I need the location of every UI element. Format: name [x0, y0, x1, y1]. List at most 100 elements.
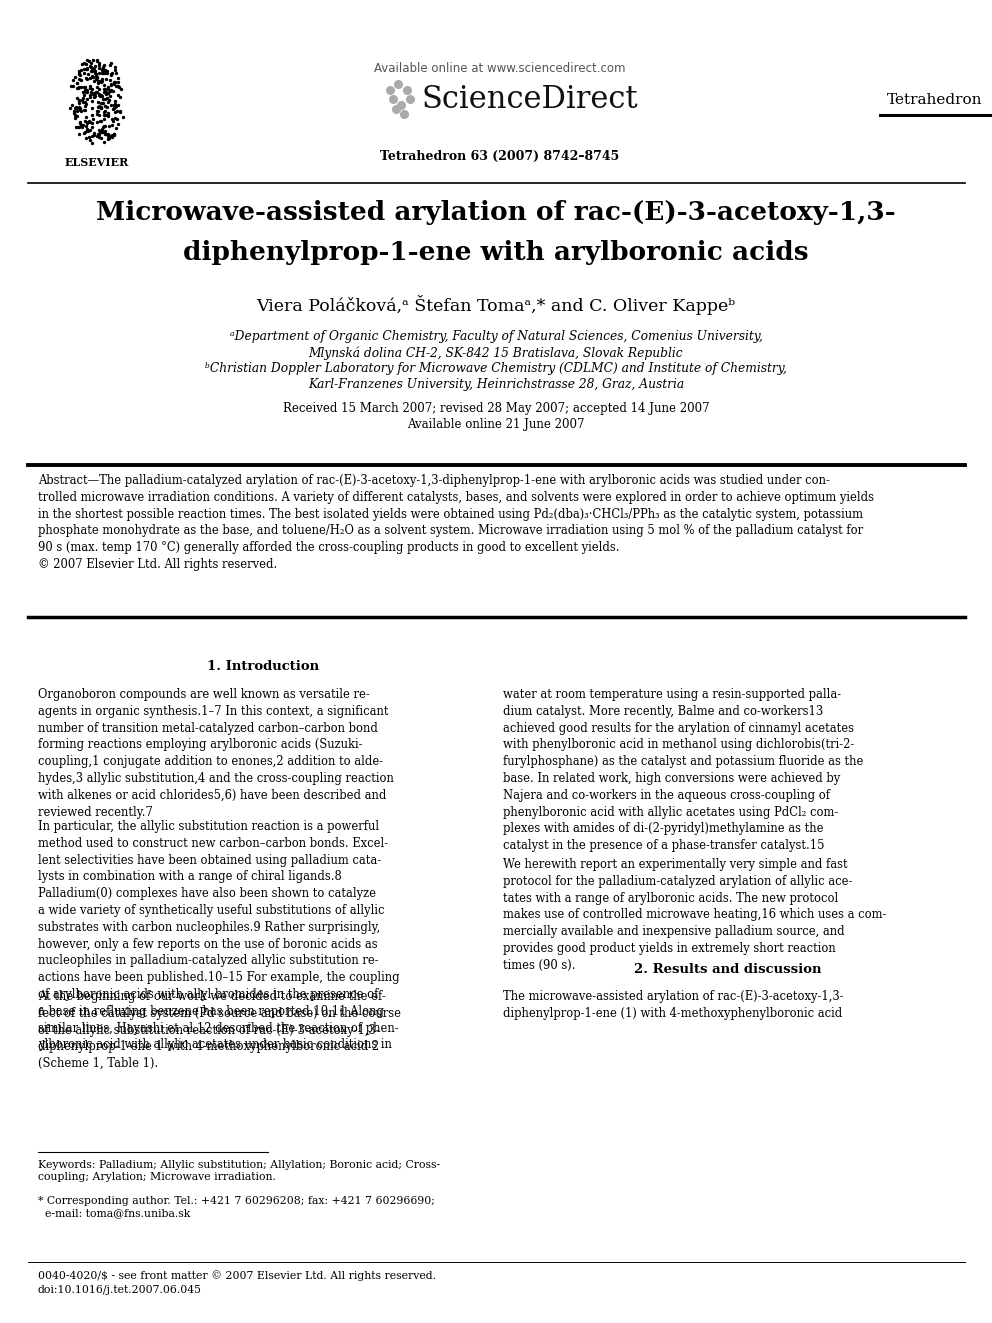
Point	[97, 62, 113, 83]
Point	[80, 126, 96, 147]
Point	[75, 77, 91, 98]
Point	[85, 58, 101, 79]
Point	[96, 115, 112, 136]
Point	[99, 87, 115, 108]
Point	[99, 97, 115, 118]
Point	[94, 58, 110, 79]
Point	[100, 105, 116, 126]
Text: Received 15 March 2007; revised 28 May 2007; accepted 14 June 2007: Received 15 March 2007; revised 28 May 2…	[283, 402, 709, 415]
Point	[93, 97, 109, 118]
Point	[67, 97, 83, 118]
Point	[103, 75, 119, 97]
Point	[70, 116, 86, 138]
Point	[71, 64, 87, 85]
Point	[110, 67, 126, 89]
Text: Viera Poláčková,ᵃ Štefan Tomaᵃ,* and C. Oliver Kappeᵇ: Viera Poláčková,ᵃ Štefan Tomaᵃ,* and C. …	[257, 295, 735, 315]
Point	[82, 67, 98, 89]
Text: * Corresponding author. Tel.: +421 7 60296208; fax: +421 7 60296690;
  e-mail: t: * Corresponding author. Tel.: +421 7 602…	[38, 1196, 434, 1218]
Point	[95, 93, 111, 114]
Point	[89, 126, 105, 147]
Point	[67, 105, 83, 126]
Point	[89, 81, 105, 102]
Point	[70, 93, 86, 114]
Point	[94, 93, 110, 114]
Point	[100, 103, 116, 124]
Point	[78, 57, 94, 78]
Point	[104, 62, 120, 83]
Point	[82, 56, 98, 77]
Point	[100, 77, 116, 98]
Point	[73, 116, 89, 138]
Point	[71, 90, 87, 111]
Point	[97, 95, 113, 116]
Point	[93, 97, 109, 118]
Text: water at room temperature using a resin-supported palla-
dium catalyst. More rec: water at room temperature using a resin-…	[503, 688, 863, 852]
Text: The microwave-assisted arylation of rac-(E)-3-acetoxy-1,3-
diphenylprop-1-ene (1: The microwave-assisted arylation of rac-…	[503, 990, 843, 1020]
Point	[92, 70, 108, 91]
Point	[75, 58, 91, 79]
Point	[78, 54, 94, 75]
Point	[99, 64, 115, 85]
Point	[88, 66, 104, 87]
Point	[84, 90, 100, 111]
Point	[86, 56, 102, 77]
Text: In particular, the allylic substitution reaction is a powerful
method used to co: In particular, the allylic substitution …	[38, 820, 400, 1052]
Point	[73, 114, 89, 135]
Point	[101, 128, 117, 149]
Text: Microwave-assisted arylation of rac-(E)-3-acetoxy-1,3-: Microwave-assisted arylation of rac-(E)-…	[96, 200, 896, 225]
Point	[88, 64, 104, 85]
Point	[108, 75, 124, 97]
Text: ᵇChristian Doppler Laboratory for Microwave Chemistry (CDLMC) and Institute of C: ᵇChristian Doppler Laboratory for Microw…	[205, 363, 787, 374]
Point	[74, 115, 90, 136]
Point	[74, 53, 90, 74]
Point	[71, 97, 87, 118]
Point	[92, 110, 108, 131]
Point	[111, 77, 127, 98]
Point	[102, 54, 118, 75]
Text: Tetrahedron 63 (2007) 8742–8745: Tetrahedron 63 (2007) 8742–8745	[380, 149, 620, 163]
Point	[98, 123, 114, 144]
Text: Tetrahedron: Tetrahedron	[887, 93, 983, 107]
Point	[73, 77, 89, 98]
Point	[88, 49, 104, 70]
Point	[76, 99, 92, 120]
Point	[71, 112, 87, 134]
Point	[84, 132, 100, 153]
Point	[91, 54, 107, 75]
Text: Available online at www.sciencedirect.com: Available online at www.sciencedirect.co…	[374, 62, 626, 75]
Point	[72, 65, 88, 86]
Point	[93, 111, 109, 132]
Point	[90, 95, 106, 116]
Point	[89, 50, 105, 71]
Point	[78, 89, 94, 110]
Point	[96, 60, 112, 81]
Point	[90, 78, 106, 99]
Text: Organoboron compounds are well known as versatile re-
agents in organic synthesi: Organoboron compounds are well known as …	[38, 688, 394, 819]
Point	[105, 110, 121, 131]
Point	[100, 123, 116, 144]
Point	[66, 67, 82, 89]
Text: Mlynská dolina CH-2, SK-842 15 Bratislava, Slovak Republic: Mlynská dolina CH-2, SK-842 15 Bratislav…	[309, 347, 683, 360]
Point	[79, 119, 95, 140]
Point	[106, 124, 122, 146]
Point	[97, 78, 113, 99]
Point	[93, 60, 109, 81]
Point	[63, 94, 79, 115]
Point	[76, 62, 92, 83]
Text: Karl-Franzenes University, Heinrichstrasse 28, Graz, Austria: Karl-Franzenes University, Heinrichstras…	[308, 378, 684, 392]
Point	[78, 81, 94, 102]
Point	[81, 119, 97, 140]
Point	[112, 102, 128, 123]
Point	[109, 75, 125, 97]
Point	[112, 86, 128, 107]
Point	[102, 86, 118, 107]
Point	[94, 120, 110, 142]
Point	[107, 60, 123, 81]
Point	[77, 122, 93, 143]
Point	[78, 79, 94, 101]
Point	[63, 75, 79, 97]
Point	[79, 81, 95, 102]
Point	[71, 69, 87, 90]
Text: ScienceDirect: ScienceDirect	[422, 85, 639, 115]
Point	[104, 124, 120, 146]
